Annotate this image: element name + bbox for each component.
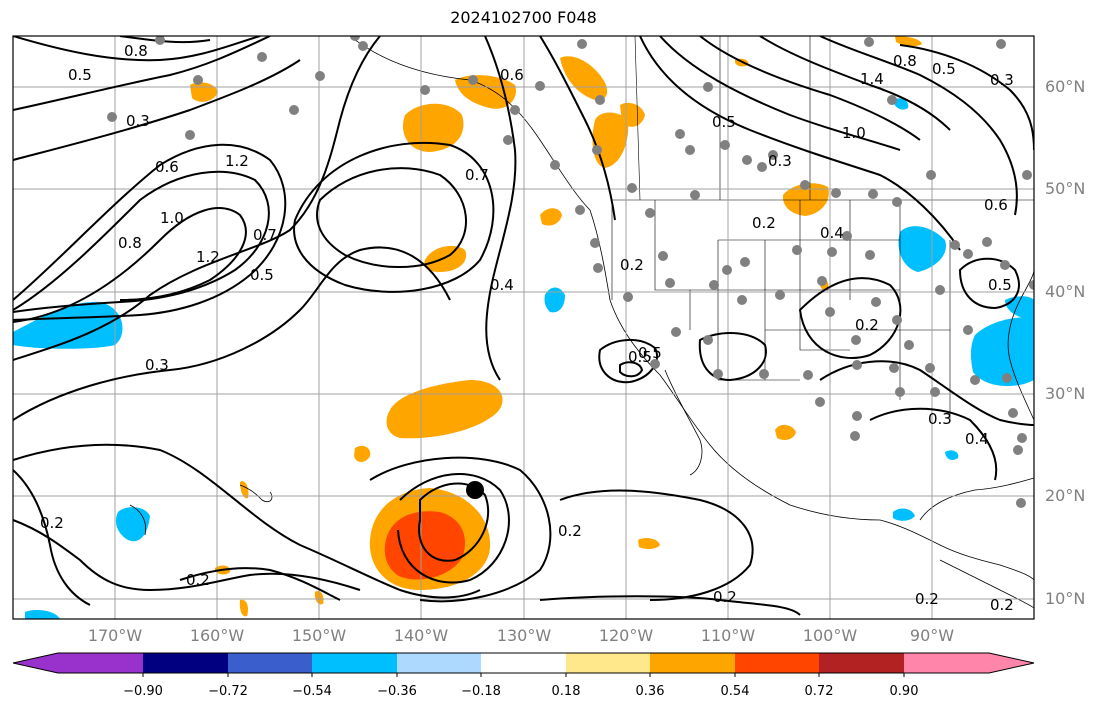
contour-label: 0.2: [752, 214, 776, 232]
contour-label: 0.6: [984, 196, 1008, 214]
station-markers: [107, 36, 1034, 508]
contour-label: 0.2: [620, 256, 644, 274]
contour-label: 0.5: [712, 113, 736, 131]
colorbar-extend-low: [13, 653, 58, 673]
colorbar-tick-label: −0.54: [292, 684, 332, 699]
colorbar-tick-label: 0.18: [551, 684, 581, 699]
contour-label: 0.2: [855, 316, 879, 334]
contour-label: 1.2: [196, 248, 220, 266]
storm-marker: [466, 481, 484, 499]
lat-label: 50°N: [1045, 179, 1086, 198]
contour-label: 0.4: [490, 276, 514, 294]
colorbar-segment: [904, 653, 989, 673]
contour-label: 0.3: [928, 410, 952, 428]
contour-labels: 0.8 0.5 0.3 0.6 1.2 1.0 0.8 1.2 0.7 0.5 …: [40, 42, 1014, 614]
contour-label: 0.2: [713, 588, 737, 606]
contour-label: 0.4: [820, 224, 844, 242]
contour-label: 1.4: [860, 70, 884, 88]
contour-label: 0.3: [145, 356, 169, 374]
colorbar-segment: [312, 653, 397, 673]
contour-label: 0.3: [768, 152, 792, 170]
map-title: 2024102700 F048: [450, 8, 597, 27]
contour-label: 0.5: [68, 66, 92, 84]
contour-label: 0.8: [118, 234, 142, 252]
lon-label: 160°W: [189, 626, 245, 645]
contour-label: 0.7: [465, 166, 489, 184]
lon-label: 120°W: [598, 626, 654, 645]
contour-label: 0.8: [893, 52, 917, 70]
colorbar-segment: [58, 653, 143, 673]
contour-label: 0.6: [155, 158, 179, 176]
map-frame: [12, 35, 1035, 620]
colorbar-segment: [650, 653, 735, 673]
shaded-negative-regions: [13, 98, 1034, 619]
contour-label: 0.2: [40, 514, 64, 532]
colorbar-tick-label: −0.90: [123, 684, 163, 699]
colorbar-tick-label: 0.54: [720, 684, 750, 699]
contour-label: 0.6: [500, 66, 524, 84]
contour-label: 0.2: [915, 590, 939, 608]
contour-label: 0.4: [965, 430, 989, 448]
colorbar-tick-label: −0.36: [377, 684, 417, 699]
colorbar-outline: [12, 652, 1035, 674]
contour-label: 0.5: [250, 266, 274, 284]
colorbar-tick-label: −0.72: [208, 684, 248, 699]
lat-label: 40°N: [1045, 282, 1086, 301]
contour-label: 0.5: [638, 344, 662, 362]
colorbar-tick-label: −0.18: [461, 684, 501, 699]
colorbar-tick-label: 0.36: [635, 684, 665, 699]
contour-label: 0.8: [124, 42, 148, 60]
lat-label: 30°N: [1045, 384, 1086, 403]
colorbar-tick-label: 0.90: [889, 684, 919, 699]
contour-label: 0.5: [628, 348, 652, 366]
lon-label: 130°W: [496, 626, 552, 645]
colorbar-segment: [143, 653, 228, 673]
colorbar-segment: [228, 653, 312, 673]
colorbar-extend-high: [989, 653, 1034, 673]
contour-label: 1.0: [842, 124, 866, 142]
contour-label: 0.2: [186, 571, 210, 589]
graticule: [13, 36, 1034, 619]
contour-label: 0.3: [126, 112, 150, 130]
lat-label: 60°N: [1045, 77, 1086, 96]
lon-label: 170°W: [87, 626, 143, 645]
lon-label: 90°W: [909, 626, 955, 645]
colorbar: [12, 652, 1035, 677]
lon-label: 140°W: [393, 626, 449, 645]
lat-label: 10°N: [1045, 589, 1086, 608]
lon-label: 100°W: [802, 626, 858, 645]
colorbar-segment: [566, 653, 650, 673]
coastlines: [129, 36, 1034, 609]
shaded-positive-regions: [190, 36, 922, 617]
lon-label: 110°W: [700, 626, 756, 645]
contour-label: 0.7: [253, 226, 277, 244]
colorbar-segment: [481, 653, 566, 673]
colorbar-segment: [819, 653, 904, 673]
lon-label: 150°W: [291, 626, 347, 645]
contour-label: 0.2: [990, 596, 1014, 614]
contour-label: 0.2: [558, 522, 582, 540]
colorbar-segment: [735, 653, 819, 673]
colorbar-segment: [397, 653, 481, 673]
contour-label: 1.0: [160, 209, 184, 227]
colorbar-tick-label: 0.72: [804, 684, 834, 699]
lat-label: 20°N: [1045, 486, 1086, 505]
contour-label: 0.5: [988, 276, 1012, 294]
contour-label: 1.2: [225, 152, 249, 170]
contour-label: 0.5: [932, 60, 956, 78]
contour-label: 0.3: [990, 71, 1014, 89]
